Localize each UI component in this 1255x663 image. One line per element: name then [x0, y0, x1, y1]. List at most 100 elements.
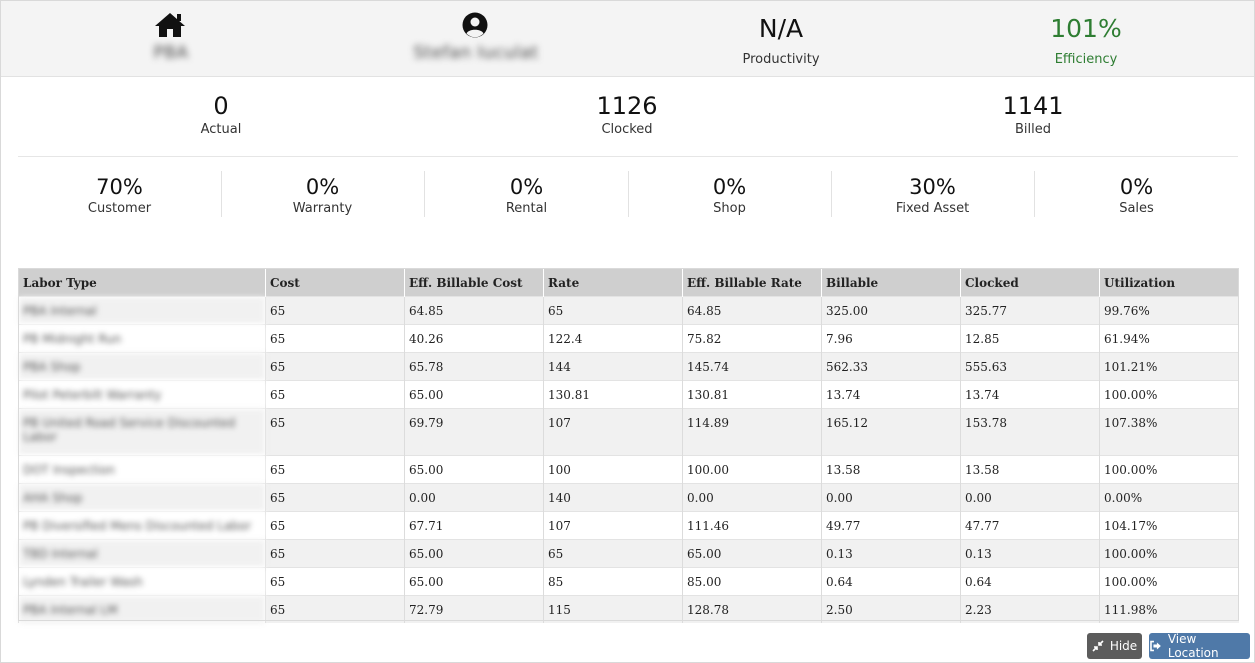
eff-cost-cell: 65.00	[404, 539, 544, 568]
utilization-cell: 100.00%	[1099, 567, 1239, 596]
eff-rate-cell: 75.82	[682, 324, 822, 353]
eff-rate-cell: 145.74	[682, 352, 822, 381]
clocked-cell: 325.77	[960, 296, 1100, 325]
rate-cell: 65	[543, 539, 683, 568]
labor-type-cell: AHA Shop	[18, 483, 266, 512]
cost-cell: 65	[265, 380, 405, 409]
utilization-cell: 99.76%	[1099, 296, 1239, 325]
hide-button[interactable]: Hide	[1087, 633, 1142, 659]
utilization-cell: 101.21%	[1099, 352, 1239, 381]
billable-cell: 49.77	[821, 511, 961, 540]
eff-cost-cell: 0.00	[404, 483, 544, 512]
compress-arrows-icon	[1092, 640, 1104, 652]
customer-share: 70% Customer	[18, 171, 222, 217]
rate-cell: 107	[543, 511, 683, 540]
rate-cell: 107	[543, 408, 683, 456]
eff-rate-cell: 128.78	[682, 595, 822, 623]
metric-value: 0%	[305, 175, 340, 199]
actual-hours: 0 Actual	[18, 91, 424, 139]
metric-label: Warranty	[292, 201, 353, 216]
billable-cell: 325.00	[821, 296, 961, 325]
labor-type-cell: Lynden Trailer Wash	[18, 567, 266, 596]
rate-cell: 140	[543, 483, 683, 512]
efficiency-block: 101% Efficiency	[956, 1, 1216, 76]
billable-cell: 13.74	[821, 380, 961, 409]
table-row: PBA Internal 65 64.85 65 64.85 325.00 32…	[18, 296, 1239, 325]
labor-type-cell: PB Diversified Mens Discounted Labor	[18, 511, 266, 540]
metric-value: 0%	[712, 175, 747, 199]
utilization-cell: 107.38%	[1099, 408, 1239, 456]
labor-type-cell: TBD Internal	[18, 539, 266, 568]
metric-label: Clocked	[601, 122, 653, 137]
clocked-cell: 0.13	[960, 539, 1100, 568]
utilization-cell: 100.00%	[1099, 455, 1239, 484]
sign-out-icon	[1150, 640, 1161, 652]
pay-type-breakdown: 70% Customer 0% Warranty 0% Rental 0% Sh…	[18, 171, 1238, 217]
efficiency-label: Efficiency	[1054, 52, 1118, 67]
rental-share: 0% Rental	[425, 171, 629, 217]
metric-label: Rental	[505, 201, 548, 216]
clocked-cell: 12.85	[960, 324, 1100, 353]
home-icon	[155, 13, 185, 37]
eff-cost-cell: 67.71	[404, 511, 544, 540]
metric-value: 1126	[596, 92, 658, 120]
cost-cell: 65	[265, 455, 405, 484]
labor-type-cell: PB United Road Service Discounted Labor	[18, 408, 266, 456]
metric-value: 0%	[509, 175, 544, 199]
metric-label: Customer	[87, 201, 152, 216]
cost-cell: 65	[265, 296, 405, 325]
billable-cell: 165.12	[821, 408, 961, 456]
rate-cell: 130.81	[543, 380, 683, 409]
metric-value: 0	[213, 92, 229, 120]
eff-cost-cell: 65.00	[404, 380, 544, 409]
cost-cell: 65	[265, 483, 405, 512]
productivity-value: N/A	[758, 14, 804, 43]
labor-type-cell: Pilot Peterbilt Warranty	[18, 380, 266, 409]
billable-cell: 2.50	[821, 595, 961, 623]
metric-value: 70%	[96, 175, 143, 199]
clocked-cell: 47.77	[960, 511, 1100, 540]
table-row: PBA Internal LM 65 72.79 115 128.78 2.50…	[18, 595, 1239, 623]
table-row: DOT Inspection 65 65.00 100 100.00 13.58…	[18, 455, 1239, 484]
view-location-button-label: View Location	[1167, 632, 1219, 660]
column-header-clocked[interactable]: Clocked	[960, 268, 1100, 297]
utilization-cell: 61.94%	[1099, 324, 1239, 353]
utilization-cell: 100.00%	[1099, 539, 1239, 568]
efficiency-value: 101%	[1050, 14, 1122, 43]
column-header-utilization[interactable]: Utilization	[1099, 268, 1239, 297]
shop-share: 0% Shop	[628, 171, 832, 217]
productivity-block: N/A Productivity	[651, 1, 911, 76]
cost-cell: 65	[265, 595, 405, 623]
clocked-cell: 2.23	[960, 595, 1100, 623]
eff-rate-cell: 130.81	[682, 380, 822, 409]
billable-cell: 562.33	[821, 352, 961, 381]
column-header-eff-billable-cost[interactable]: Eff. Billable Cost	[404, 268, 544, 297]
metric-label: Sales	[1119, 201, 1154, 216]
column-header-rate[interactable]: Rate	[543, 268, 683, 297]
table-row: PB Diversified Mens Discounted Labor 65 …	[18, 511, 1239, 540]
column-header-eff-billable-rate[interactable]: Eff. Billable Rate	[682, 268, 822, 297]
column-header-cost[interactable]: Cost	[265, 268, 405, 297]
table-header-row: Labor Type Cost Eff. Billable Cost Rate …	[18, 268, 1239, 297]
column-header-labor-type[interactable]: Labor Type	[18, 268, 266, 297]
cost-cell: 65	[265, 539, 405, 568]
hide-button-label: Hide	[1109, 639, 1138, 653]
eff-cost-cell: 69.79	[404, 408, 544, 456]
rate-cell: 122.4	[543, 324, 683, 353]
billed-hours: 1141 Billed	[830, 91, 1236, 139]
eff-rate-cell: 114.89	[682, 408, 822, 456]
labor-type-cell: PBA Internal LM	[18, 595, 266, 623]
metric-value: 1141	[1002, 92, 1064, 120]
clocked-cell: 13.74	[960, 380, 1100, 409]
table-row: Pilot Peterbilt Warranty 65 65.00 130.81…	[18, 380, 1239, 409]
clocked-cell: 0.00	[960, 483, 1100, 512]
column-header-billable[interactable]: Billable	[821, 268, 961, 297]
eff-cost-cell: 65.00	[404, 567, 544, 596]
table-row: PBA Shop 65 65.78 144 145.74 562.33 555.…	[18, 352, 1239, 381]
clocked-cell: 153.78	[960, 408, 1100, 456]
table-row: Lynden Trailer Wash 65 65.00 85 85.00 0.…	[18, 567, 1239, 596]
view-location-button[interactable]: View Location	[1149, 632, 1250, 660]
metric-value: 0%	[1119, 175, 1154, 199]
technician-block: Stefan Iuculat	[346, 1, 606, 76]
